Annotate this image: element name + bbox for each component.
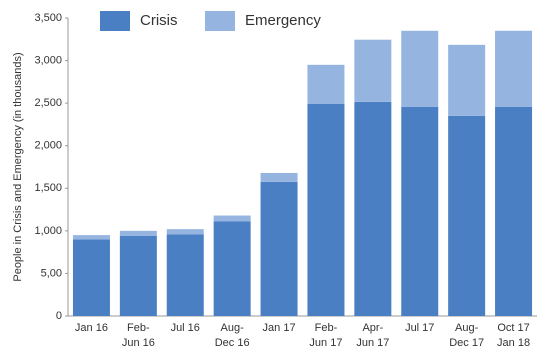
bar-segment (213, 215, 251, 222)
bar-segment (448, 115, 486, 317)
bar-segment (119, 235, 157, 316)
y-tick-label: 1,000 (34, 225, 62, 237)
x-tick-label: Feb- Jun 16 (121, 322, 155, 349)
bar-segment (213, 221, 251, 316)
legend-label: Emergency (245, 12, 321, 29)
bar-segment (354, 39, 392, 102)
x-tick-label: Apr- Jun 17 (356, 322, 390, 349)
x-tick-label: Aug- Dec 17 (449, 322, 485, 349)
y-tick-label: 1,500 (34, 182, 62, 194)
x-tick-label: Aug- Dec 16 (214, 322, 250, 349)
bar-segment (495, 30, 533, 107)
bar-segment (260, 181, 298, 316)
y-tick-label: 2,500 (34, 97, 62, 109)
y-tick-label: 0 (56, 310, 62, 322)
bar-segment (166, 229, 204, 235)
x-tick-label: Jan 16 (74, 322, 108, 334)
bar-segment (354, 101, 392, 316)
bar-segment (119, 230, 157, 236)
y-tick-label: 5,00 (41, 267, 62, 279)
y-tick-label: 3,000 (34, 54, 62, 66)
x-tick-label: Jul 17 (405, 322, 435, 334)
x-tick-label: Feb- Jun 17 (309, 322, 343, 349)
x-tick-label: Jan 17 (262, 322, 296, 334)
legend-swatch (205, 11, 235, 31)
legend-label: Crisis (140, 12, 178, 29)
x-tick-label: Oct 17 Jan 18 (497, 322, 531, 349)
bar-segment (72, 239, 110, 316)
bar-segment (495, 106, 533, 316)
y-tick-label: 2,000 (34, 140, 62, 152)
legend-swatch (100, 11, 130, 31)
bar-segment (307, 64, 345, 104)
bar-segment (307, 103, 345, 316)
x-tick-label: Jul 16 (170, 322, 200, 334)
bar-segment (448, 44, 486, 116)
bar-segment (72, 235, 110, 240)
bar-segment (166, 234, 204, 316)
y-axis-label: People in Crisis and Emergency (in thous… (12, 52, 24, 281)
bar-segment (401, 106, 439, 316)
bar-segment (401, 30, 439, 107)
bar-segment (260, 172, 298, 182)
y-tick-label: 3,500 (34, 12, 62, 24)
